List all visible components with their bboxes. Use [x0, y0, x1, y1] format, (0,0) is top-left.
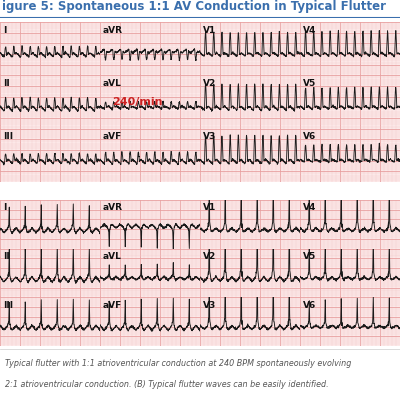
- Text: igure 5: Spontaneous 1:1 AV Conduction in Typical Flutter: igure 5: Spontaneous 1:1 AV Conduction i…: [2, 0, 386, 13]
- Text: V6: V6: [303, 132, 316, 142]
- Text: II: II: [3, 79, 10, 88]
- Text: V4: V4: [303, 204, 316, 212]
- Text: III: III: [3, 301, 13, 310]
- Text: aVR: aVR: [103, 26, 123, 35]
- Text: aVL: aVL: [103, 252, 122, 261]
- Text: Typical flutter with 1:1 atrioventricular conduction at 240 BPM spontaneously ev: Typical flutter with 1:1 atrioventricula…: [5, 360, 351, 368]
- Text: 240/min: 240/min: [112, 97, 162, 107]
- Text: V6: V6: [303, 301, 316, 310]
- Text: aVF: aVF: [103, 132, 122, 142]
- Text: V3: V3: [203, 301, 216, 310]
- Text: V2: V2: [203, 79, 216, 88]
- Text: V2: V2: [203, 252, 216, 261]
- Text: V4: V4: [303, 26, 316, 35]
- Text: aVL: aVL: [103, 79, 122, 88]
- Text: aVF: aVF: [103, 301, 122, 310]
- Text: V1: V1: [203, 204, 216, 212]
- Text: V1: V1: [203, 26, 216, 35]
- Text: II: II: [3, 252, 10, 261]
- Text: V3: V3: [203, 132, 216, 142]
- Text: aVR: aVR: [103, 204, 123, 212]
- Text: V5: V5: [303, 252, 316, 261]
- Text: I: I: [3, 26, 6, 35]
- Text: 2:1 atrioventricular conduction. (B) Typical flutter waves can be easily identif: 2:1 atrioventricular conduction. (B) Typ…: [5, 380, 328, 389]
- Text: V5: V5: [303, 79, 316, 88]
- Text: III: III: [3, 132, 13, 142]
- Text: I: I: [3, 204, 6, 212]
